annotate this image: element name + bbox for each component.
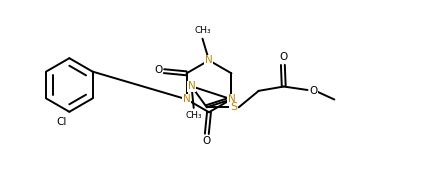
Text: O: O xyxy=(203,136,211,146)
Text: Cl: Cl xyxy=(57,117,67,127)
Text: CH₃: CH₃ xyxy=(185,111,202,120)
Text: CH₃: CH₃ xyxy=(194,26,211,35)
Text: N: N xyxy=(187,81,195,91)
Text: O: O xyxy=(154,65,162,75)
Text: O: O xyxy=(280,52,288,62)
Text: O: O xyxy=(309,86,318,96)
Text: N: N xyxy=(205,55,213,65)
Text: S: S xyxy=(230,102,237,112)
Text: N: N xyxy=(183,94,191,104)
Text: N: N xyxy=(228,94,236,104)
